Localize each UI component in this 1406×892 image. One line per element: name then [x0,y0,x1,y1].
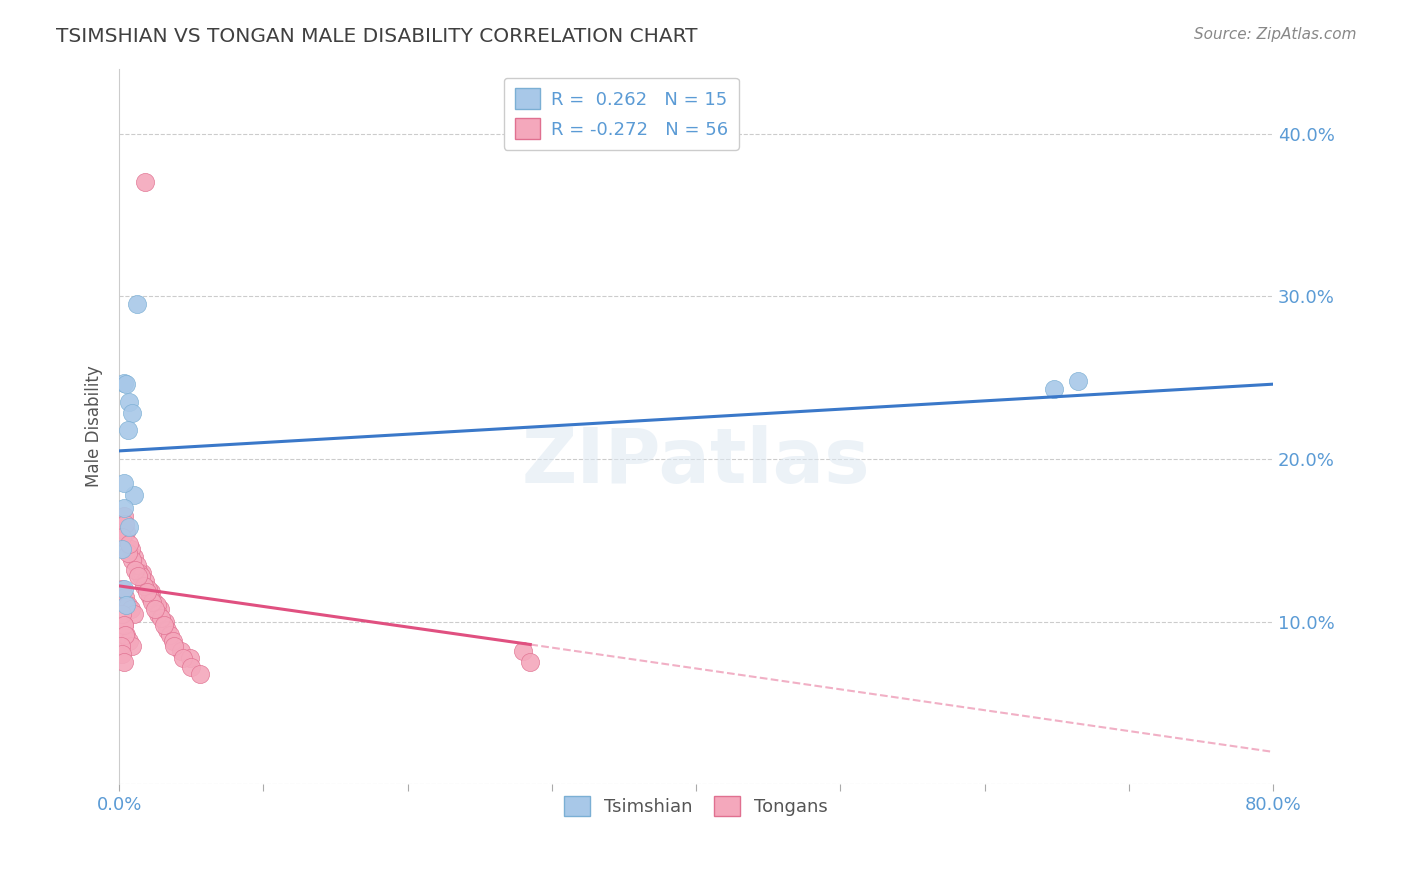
Point [150,611,173,625]
Point [125,297,148,311]
Point [146,599,169,613]
Point [136,582,159,597]
Point [143,601,166,615]
Point [131,566,153,580]
Legend: Tsimshian, Tongans: Tsimshian, Tongans [555,787,837,825]
Point [512,644,534,658]
Point [118,536,141,550]
Point [134,176,156,190]
Point [117,546,139,560]
Point [149,601,172,615]
Point [117,599,139,613]
Point [138,591,160,605]
Point [127,569,149,583]
Point [128,566,150,580]
Point [111,607,134,621]
Point [124,563,146,577]
Point [115,525,138,540]
Point [118,634,141,648]
Point [120,601,142,615]
Point [112,376,135,390]
Point [180,660,202,674]
Point [188,666,211,681]
Point [112,618,135,632]
Point [111,582,134,597]
Y-axis label: Male Disability: Male Disability [86,366,103,487]
Text: Source: ZipAtlas.com: Source: ZipAtlas.com [1194,27,1357,42]
Point [159,628,181,642]
Point [142,595,165,609]
Point [170,644,193,658]
Point [120,541,142,556]
Point [125,558,148,572]
Point [141,595,163,609]
Point [112,656,135,670]
Point [118,520,141,534]
Point [156,623,179,637]
Point [121,553,143,567]
Point [122,607,145,621]
Point [111,647,134,661]
Point [115,377,138,392]
Point [163,639,186,653]
Point [114,517,136,532]
Point [118,395,141,409]
Point [134,574,156,588]
Point [153,618,176,632]
Point [122,488,145,502]
Point [112,500,135,515]
Point [112,508,135,523]
Point [172,650,194,665]
Text: TSIMSHIAN VS TONGAN MALE DISABILITY CORRELATION CHART: TSIMSHIAN VS TONGAN MALE DISABILITY CORR… [56,27,697,45]
Point [155,615,177,629]
Text: ZIPatlas: ZIPatlas [522,425,870,500]
Point [162,634,184,648]
Point [121,639,143,653]
Point [179,650,201,665]
Point [139,585,162,599]
Point [114,591,136,605]
Point [1067,374,1090,388]
Point [110,639,132,653]
Point [129,569,152,583]
Point [112,582,135,597]
Point [122,549,145,564]
Point [132,579,155,593]
Point [112,618,135,632]
Point [115,628,138,642]
Point [112,476,135,491]
Point [121,407,143,421]
Point [148,607,170,621]
Point [115,599,138,613]
Point [135,585,157,599]
Point [1043,382,1066,396]
Point [117,423,139,437]
Point [111,541,134,556]
Point [519,656,541,670]
Point [114,628,136,642]
Point [111,530,134,544]
